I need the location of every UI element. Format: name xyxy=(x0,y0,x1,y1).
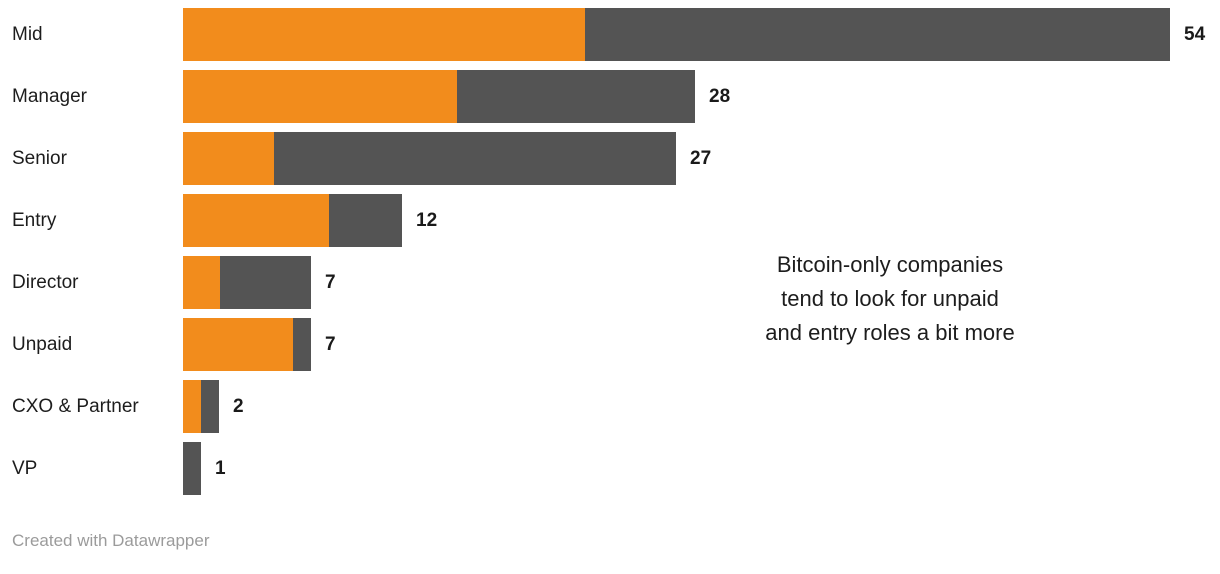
segment-other xyxy=(585,8,1170,61)
segment-bitcoin-only xyxy=(183,132,274,185)
segment-other xyxy=(293,318,311,371)
bar-group: 2 xyxy=(183,380,244,433)
credit-line: Created with Datawrapper xyxy=(12,531,210,550)
segment-other xyxy=(329,194,402,247)
segment-other xyxy=(201,380,219,433)
segment-other xyxy=(220,256,311,309)
bar-group: 7 xyxy=(183,318,336,371)
segment-bitcoin-only xyxy=(183,380,201,433)
segment-bitcoin-only xyxy=(183,70,457,123)
category-label: Unpaid xyxy=(12,333,73,355)
category-label: Director xyxy=(12,271,79,293)
value-label: 54 xyxy=(1184,23,1206,45)
chart-row: Entry 12 xyxy=(0,194,1220,247)
chart-row: Mid 54 xyxy=(0,8,1220,61)
bar-group: 28 xyxy=(183,70,730,123)
bar-group: 1 xyxy=(183,442,226,495)
category-label: Mid xyxy=(12,23,43,45)
category-label: Senior xyxy=(12,147,67,169)
chart-row: Unpaid 7 xyxy=(0,318,1220,371)
segment-other xyxy=(274,132,676,185)
value-label: 28 xyxy=(709,85,731,107)
chart-row: Manager 28 xyxy=(0,70,1220,123)
value-label: 2 xyxy=(233,395,244,417)
value-label: 1 xyxy=(215,457,226,479)
category-label: CXO & Partner xyxy=(12,395,139,417)
chart-row: CXO & Partner 2 xyxy=(0,380,1220,433)
chart-row: Senior 27 xyxy=(0,132,1220,185)
segment-other xyxy=(183,442,201,495)
chart-row: VP 1 xyxy=(0,442,1220,495)
chart-row: Director 7 xyxy=(0,256,1220,309)
category-label: Entry xyxy=(12,209,57,231)
segment-other xyxy=(457,70,695,123)
category-label: VP xyxy=(12,457,38,479)
segment-bitcoin-only xyxy=(183,256,220,309)
segment-bitcoin-only xyxy=(183,194,329,247)
value-label: 27 xyxy=(690,147,712,169)
chart-rows: Mid 54 Manager 28 Senior 27 Entry 12 Director 7 Un… xyxy=(0,8,1220,504)
bar-group: 54 xyxy=(183,8,1205,61)
annotation-text: Bitcoin-only companies tend to look for … xyxy=(765,252,1015,346)
bar-group: 7 xyxy=(183,256,336,309)
category-label: Manager xyxy=(12,85,87,107)
value-label: 7 xyxy=(325,271,336,293)
segment-bitcoin-only xyxy=(183,8,585,61)
value-label: 7 xyxy=(325,333,336,355)
value-label: 12 xyxy=(416,209,438,231)
bar-group: 27 xyxy=(183,132,711,185)
segment-bitcoin-only xyxy=(183,318,293,371)
bar-group: 12 xyxy=(183,194,437,247)
